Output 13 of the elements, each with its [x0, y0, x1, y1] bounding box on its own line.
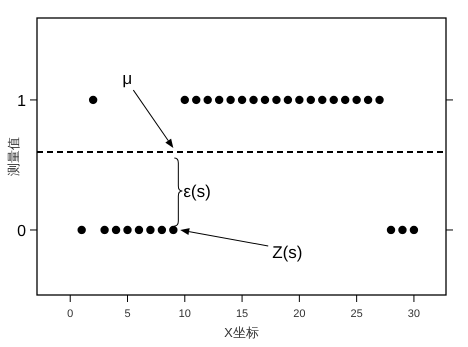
x-tick-label: 25	[350, 308, 363, 320]
x-tick-label: 5	[124, 308, 131, 320]
annotation: Z(s)	[272, 242, 302, 262]
x-tick-label: 0	[67, 308, 74, 320]
x-tick-label: 20	[293, 308, 306, 320]
annotation: μ	[122, 69, 132, 88]
x-tick-label: 10	[178, 308, 191, 320]
x-axis-title: X坐标	[224, 325, 259, 340]
x-tick-label: 15	[236, 308, 248, 320]
y-tick-label: 1	[17, 92, 26, 110]
annotation: ε(s)	[183, 182, 211, 201]
y-axis-title: 测量值	[6, 137, 21, 176]
x-tick-label: 30	[408, 308, 420, 320]
